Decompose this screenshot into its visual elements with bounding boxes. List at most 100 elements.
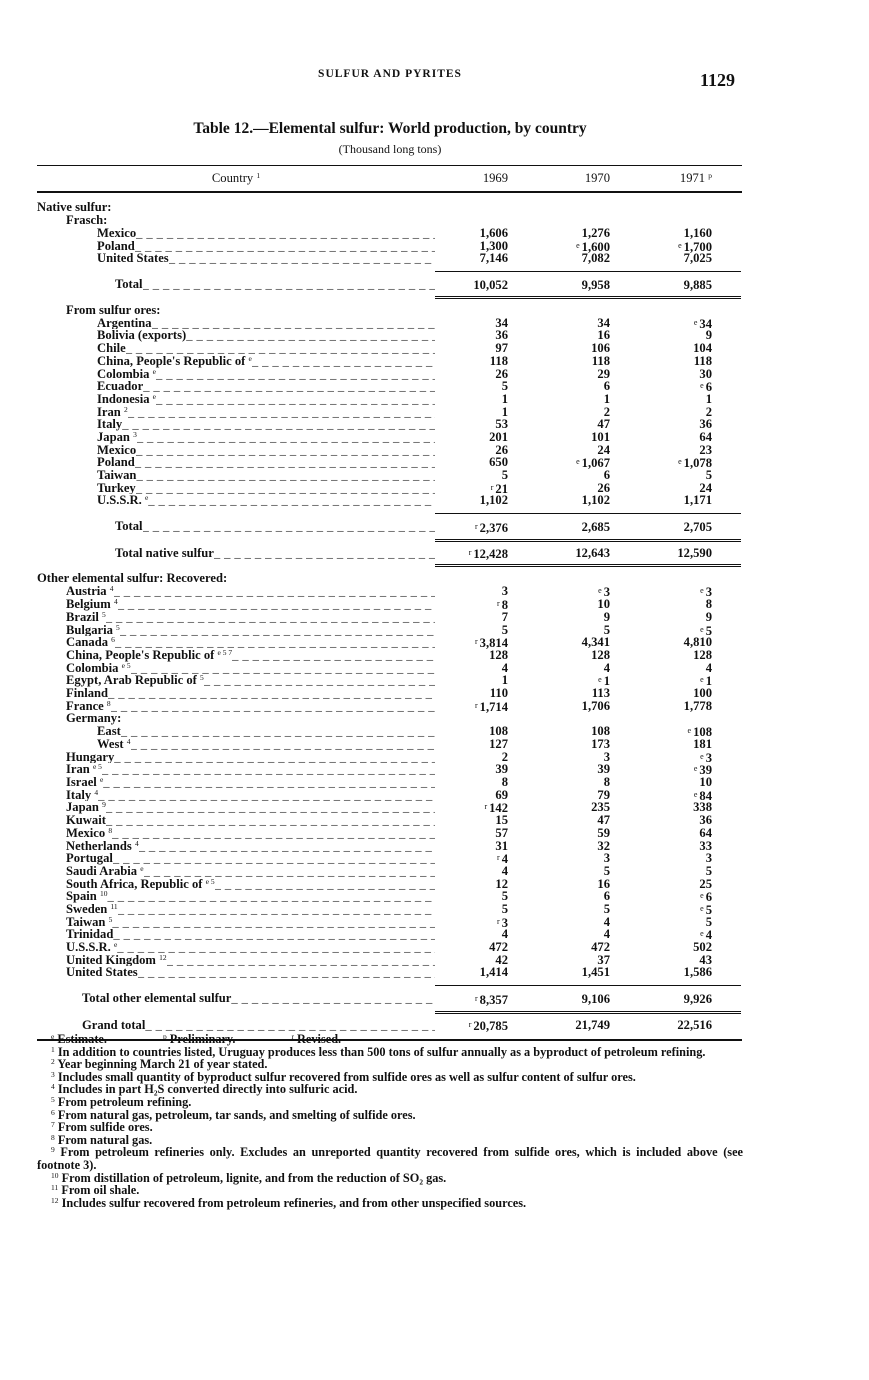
table-row: Argentina _ _ _ _ _ _ _ _ _ _ _ _ _ _ _ … [37, 316, 742, 330]
value-1970: e 1,067 [537, 456, 639, 470]
row-label: Total other elemental sulfur _ _ _ _ _ _… [37, 985, 435, 1014]
table-row: Mexico _ _ _ _ _ _ _ _ _ _ _ _ _ _ _ _ _… [37, 443, 742, 457]
value-1970: 7,082 [537, 252, 639, 265]
section-heading: Germany: [37, 712, 742, 725]
value-1969: 15 [435, 814, 537, 827]
value-number: 338 [693, 800, 712, 815]
value-number: 31 [495, 838, 508, 853]
footnote: 7 From sulfide ores. [37, 1121, 743, 1134]
table-row: Poland _ _ _ _ _ _ _ _ _ _ _ _ _ _ _ _ _… [37, 456, 742, 470]
footnote-mark: 1 [51, 1044, 55, 1054]
value-number: 5 [501, 901, 508, 916]
footnote-ref: 11 [110, 902, 118, 911]
row-values: 8 8 10 [435, 776, 741, 789]
dot-leader: _ _ _ _ _ _ _ _ _ _ _ _ _ _ _ _ _ _ _ _ … [117, 941, 435, 954]
value-number: 1,606 [479, 226, 508, 240]
row-values: 110 113 100 [435, 687, 741, 700]
value-1969: r 3,814 [435, 636, 537, 650]
value-number: 118 [693, 353, 712, 368]
footnote-text: From petroleum refineries only. Excludes… [37, 1145, 743, 1172]
country-name: Argentina [97, 316, 152, 330]
value-flag: r [490, 482, 494, 492]
row-values: 10,052 9,958 9,885 [435, 271, 741, 299]
value-1971: 3 [639, 852, 741, 865]
row-label: France 8 _ _ _ _ _ _ _ _ _ _ _ _ _ _ _ _… [37, 700, 435, 713]
value-number: 12,643 [575, 545, 610, 560]
value-1971: 9,885 [639, 279, 741, 292]
value-number: 5 [501, 622, 508, 637]
dot-leader: _ _ _ _ _ _ _ _ _ _ _ _ _ _ _ _ _ _ _ _ … [168, 252, 435, 266]
table-row: Kuwait _ _ _ _ _ _ _ _ _ _ _ _ _ _ _ _ _… [37, 814, 742, 827]
row-values: r 142 235 338 [435, 800, 741, 815]
row-label: Ecuador _ _ _ _ _ _ _ _ _ _ _ _ _ _ _ _ … [37, 380, 435, 393]
header-country: Country 1 [211, 171, 261, 185]
value-number: 472 [489, 940, 508, 955]
value-number: 84 [699, 788, 712, 803]
value-1970: 47 [537, 418, 639, 431]
value-1970: 106 [537, 342, 639, 355]
value-1971: 36 [639, 418, 741, 431]
country-name: Grand total [82, 1017, 146, 1032]
row-values: 201 101 64 [435, 431, 741, 444]
value-number: 16 [597, 876, 610, 891]
value-number: 6 [705, 890, 712, 905]
value-1971: 118 [639, 353, 741, 368]
value-1969: r 21 [435, 482, 537, 495]
table-row: Israel e _ _ _ _ _ _ _ _ _ _ _ _ _ _ _ _… [37, 776, 742, 789]
country-name: Japan 3 [97, 430, 137, 444]
value-number: 6 [603, 889, 610, 904]
row-label: China, People's Republic of e 5 7 _ _ _ … [37, 649, 435, 662]
table-row: U.S.S.R. e _ _ _ _ _ _ _ _ _ _ _ _ _ _ _… [37, 494, 742, 507]
row-label: Hungary _ _ _ _ _ _ _ _ _ _ _ _ _ _ _ _ … [37, 751, 435, 764]
footnote-ref: e [248, 354, 252, 363]
value-1970: 9,106 [537, 993, 639, 1007]
dot-leader: _ _ _ _ _ _ _ _ _ _ _ _ _ _ _ _ _ _ _ _ … [155, 367, 435, 381]
table-row: France 8 _ _ _ _ _ _ _ _ _ _ _ _ _ _ _ _… [37, 699, 742, 713]
value-number: 6 [603, 379, 610, 394]
country-name: Italy [97, 418, 123, 431]
table-row: United States _ _ _ _ _ _ _ _ _ _ _ _ _ … [37, 252, 742, 265]
country-name: East [97, 725, 121, 739]
footnote-text: From sulfide ores. [57, 1120, 153, 1135]
footnote-ref: 3 [133, 430, 137, 439]
country-name: Total [115, 277, 143, 292]
legend-item: p Preliminary. [163, 1032, 264, 1046]
value-1970: 34 [537, 316, 639, 330]
value-1971: 104 [639, 342, 741, 355]
value-1969: 26 [435, 443, 537, 457]
value-1970: 1,706 [537, 699, 639, 713]
dot-leader: _ _ _ _ _ _ _ _ _ _ _ _ _ _ _ _ _ _ _ _ … [143, 864, 435, 878]
value-1970: 9,958 [537, 279, 639, 292]
section-heading: Frasch: [37, 214, 742, 227]
table-header: Country 1 1969 1970 1971 p [37, 165, 742, 193]
value-1969: 7 [435, 611, 537, 624]
value-number: 201 [489, 429, 508, 444]
row-values: 118 118 118 [435, 353, 741, 368]
table-row: Mexico 8 _ _ _ _ _ _ _ _ _ _ _ _ _ _ _ _… [37, 827, 742, 840]
value-number: 9 [603, 609, 610, 624]
value-1971: 23 [639, 443, 741, 457]
value-1969: 5 [435, 890, 537, 903]
footnote-list: 1 In addition to countries listed, Urugu… [37, 1044, 743, 1210]
country-name: Poland [97, 239, 135, 253]
value-1970: 5 [537, 623, 639, 637]
country-name: Taiwan [97, 469, 137, 482]
row-values: r 1,714 1,706 1,778 [435, 699, 741, 713]
row-label: Turkey _ _ _ _ _ _ _ _ _ _ _ _ _ _ _ _ _… [37, 482, 435, 495]
table-row: Trinidad _ _ _ _ _ _ _ _ _ _ _ _ _ _ _ _… [37, 928, 742, 942]
country-name: Belgium 4 [66, 598, 118, 611]
value-number: 1,300 [479, 238, 508, 253]
dot-leader: _ _ _ _ _ _ _ _ _ _ _ _ _ _ _ _ _ _ _ _ … [135, 481, 435, 495]
value-number: 29 [597, 366, 610, 381]
total-row: Total other elemental sulfur _ _ _ _ _ _… [37, 985, 742, 1014]
value-number: 12 [495, 876, 508, 891]
value-number: 127 [489, 737, 508, 752]
dot-leader: _ _ _ _ _ _ _ _ _ _ _ _ _ _ _ _ _ _ _ _ … [213, 546, 435, 560]
value-number: 26 [597, 480, 610, 495]
dot-leader: _ _ _ _ _ _ _ _ _ _ _ _ _ _ _ _ _ _ _ _ … [134, 239, 435, 253]
value-number: 3 [603, 851, 610, 866]
